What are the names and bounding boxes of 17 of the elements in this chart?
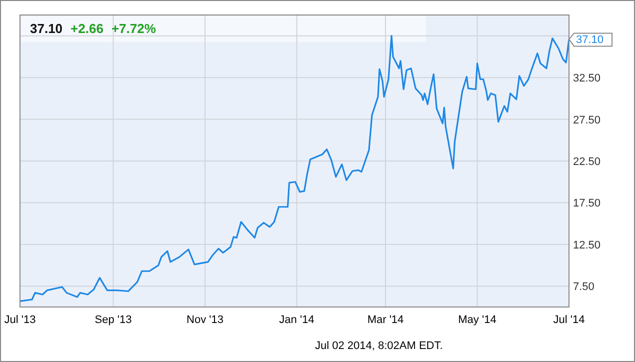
- text: Jul 02 2014, 8:02AM EDT.: [315, 340, 443, 352]
- line-series: [19, 35, 570, 302]
- y-tick-label: 27.50: [573, 114, 601, 126]
- y-tick-label: 22.50: [573, 156, 601, 168]
- y-tick-label: 32.50: [573, 72, 601, 85]
- x-tick-label: Sep '13: [94, 314, 132, 326]
- y-tick-label: 17.50: [573, 198, 601, 210]
- annotation: 37.10: [576, 34, 604, 46]
- x-tick-label: Mar '14: [367, 314, 404, 326]
- x-tick-label: Jul '13: [4, 314, 36, 326]
- y-tick-label: 7.50: [573, 281, 594, 294]
- x-tick-label: Jul '14: [553, 314, 585, 326]
- x-tick-label: Nov '13: [186, 314, 224, 326]
- x-tick-label: May '14: [458, 314, 496, 326]
- y-tick-label: 12.50: [573, 239, 601, 252]
- text: 37.10 +2.66 +7.72%: [30, 21, 156, 36]
- x-tick-label: Jan '14: [279, 314, 314, 326]
